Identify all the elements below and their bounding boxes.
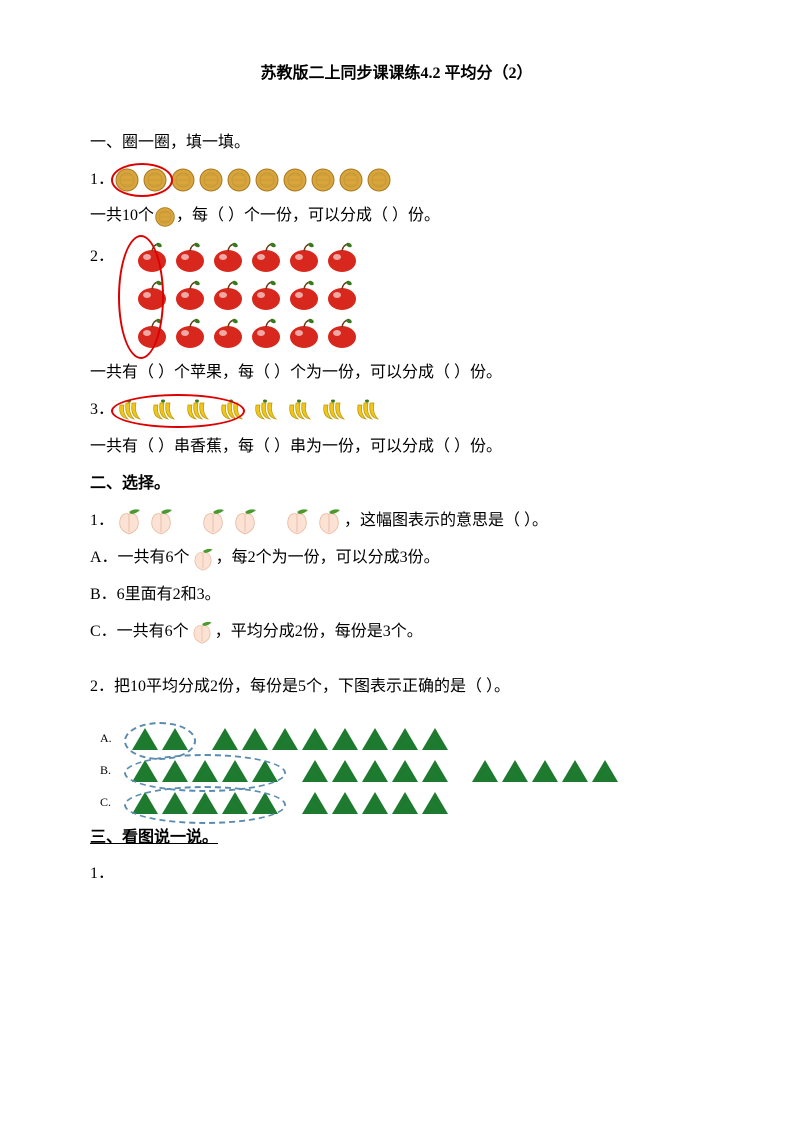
- apple-icon: [172, 277, 208, 313]
- mooncake-icon: [198, 167, 224, 193]
- triangle-icon: [300, 790, 330, 816]
- triangle-icon: [470, 758, 500, 784]
- q3-text: 一共有（ ）串香蕉，每（ ）串为一份，可以分成（ ）份。: [90, 433, 703, 462]
- s2q2-text: 2．把10平均分成2份，每份是5个，下图表示正确的是（ ）。: [90, 673, 703, 702]
- s2q1-optC: C．一共有6个 ，平均分成2份，每份是3个。: [90, 618, 703, 647]
- triangle-icon: [210, 726, 240, 752]
- triangle-icon: [390, 790, 420, 816]
- peach-icon: [314, 506, 344, 536]
- q1-text: 一共10个 ，每（ ）个一份，可以分成（ ）份。: [90, 202, 703, 231]
- apple-icon: [324, 277, 360, 313]
- apple-icon: [248, 239, 284, 275]
- peach-icon: [114, 506, 144, 536]
- q2-num: 2．: [90, 239, 114, 272]
- apple-icon: [210, 277, 246, 313]
- s2q1-trail: ，这幅图表示的意思是（ ）。: [344, 507, 548, 536]
- q2-row: 2．: [90, 239, 703, 351]
- apple-icon: [286, 239, 322, 275]
- s2q1-num: 1．: [90, 507, 114, 536]
- apple-icon: [324, 239, 360, 275]
- triangle-icon: [390, 726, 420, 752]
- mooncake-icon: [366, 167, 392, 193]
- peach-icon: [189, 619, 215, 645]
- mooncake-icon: [310, 167, 336, 193]
- mooncake-icon: [154, 206, 176, 228]
- q1-text-b: ，每（ ）个一份，可以分成（ ）份。: [176, 202, 440, 231]
- q1-row: 1．: [90, 166, 703, 195]
- q2-apples: [134, 239, 360, 351]
- triangle-icon: [390, 758, 420, 784]
- triangle-icon: [300, 726, 330, 752]
- banana-icon: [352, 397, 384, 423]
- apple-icon: [248, 315, 284, 351]
- section3-heading: 三、看图说一说。: [90, 824, 703, 853]
- apple-icon: [210, 315, 246, 351]
- triangle-icon: [300, 758, 330, 784]
- triangle-icon: [590, 758, 620, 784]
- triangle-icon: [270, 726, 300, 752]
- s2q2-optA: A.: [90, 726, 703, 752]
- section3-heading-text: 三、看图说一说。: [90, 824, 218, 853]
- page-title: 苏教版二上同步课课练4.2 平均分（2）: [90, 60, 703, 89]
- triangle-icon: [360, 758, 390, 784]
- mooncake-icon: [170, 167, 196, 193]
- peach-icon: [198, 506, 228, 536]
- triangle-icon: [530, 758, 560, 784]
- optA-tail: ，每2个为一份，可以分成3份。: [216, 544, 440, 573]
- peach-icon: [230, 506, 260, 536]
- mooncake-icon: [338, 167, 364, 193]
- triangle-icon: [500, 758, 530, 784]
- section1-heading: 一、圈一圈，填一填。: [90, 129, 703, 158]
- apple-icon: [324, 315, 360, 351]
- q1-circle: [111, 163, 173, 197]
- triangle-icon: [420, 758, 450, 784]
- q2-text: 一共有（ ）个苹果，每（ ）个为一份，可以分成（ ）份。: [90, 359, 703, 388]
- s3q1-num: 1．: [90, 860, 703, 889]
- s2q1-optA: A．一共有6个 ，每2个为一份，可以分成3份。: [90, 544, 703, 573]
- triangle-icon: [360, 726, 390, 752]
- apple-icon: [248, 277, 284, 313]
- dashed-oval: [124, 786, 286, 824]
- optC-text: C．一共有6个: [90, 618, 189, 647]
- banana-icon: [318, 397, 350, 423]
- triangle-icon: [330, 758, 360, 784]
- mooncake-icon: [226, 167, 252, 193]
- apple-icon: [286, 277, 322, 313]
- banana-icon: [250, 397, 282, 423]
- apple-icon: [172, 315, 208, 351]
- apple-icon: [210, 239, 246, 275]
- triangle-icon: [420, 790, 450, 816]
- apple-icon: [286, 315, 322, 351]
- triangle-icon: [560, 758, 590, 784]
- q3-circle: [111, 394, 245, 428]
- s2q1-row: 1． ，这幅图表示的意思是（ ）。: [90, 506, 703, 536]
- q1-text-a: 一共10个: [90, 202, 154, 231]
- s2q1-optB: B．6里面有2和3。: [90, 581, 703, 610]
- triangle-icon: [360, 790, 390, 816]
- triangle-icon: [420, 726, 450, 752]
- triangle-icon: [330, 790, 360, 816]
- peach-icon: [282, 506, 312, 536]
- optC-tail: ，平均分成2份，每份是3个。: [215, 618, 423, 647]
- banana-icon: [284, 397, 316, 423]
- section2-heading: 二、选择。: [90, 470, 703, 499]
- peach-icon: [146, 506, 176, 536]
- triangle-icon: [330, 726, 360, 752]
- triangle-icon: [240, 726, 270, 752]
- s2q2-options: A. B.: [90, 726, 703, 816]
- q3-row: 3．: [90, 396, 703, 425]
- optA-text: A．一共有6个: [90, 544, 190, 573]
- apple-icon: [172, 239, 208, 275]
- q2-circle: [118, 235, 164, 359]
- s2q2-optC: C.: [90, 790, 703, 816]
- s2q1-peaches: [114, 506, 344, 536]
- mooncake-icon: [282, 167, 308, 193]
- mooncake-icon: [254, 167, 280, 193]
- peach-icon: [190, 546, 216, 572]
- s2q2-optB: B.: [90, 758, 703, 784]
